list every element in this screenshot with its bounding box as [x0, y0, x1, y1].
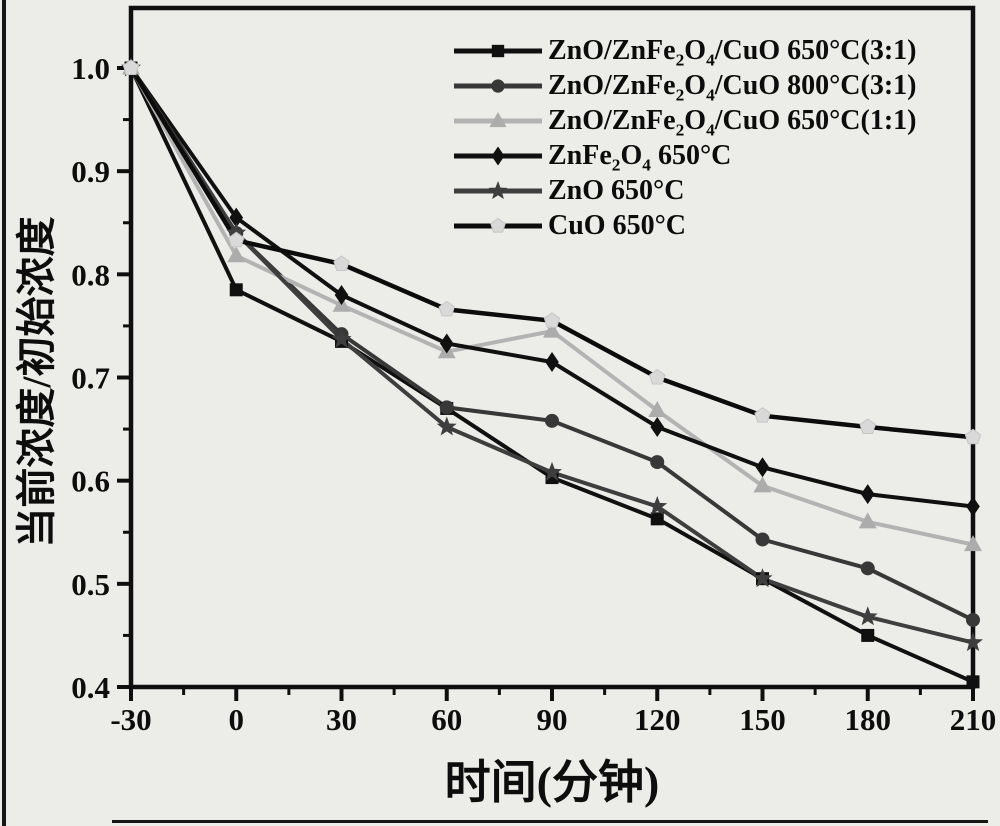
legend-label: ZnFe2O4 650°C — [548, 140, 732, 175]
marker-circle — [491, 79, 505, 93]
x-tick-label: 90 — [537, 702, 568, 737]
marker-triangle — [543, 321, 561, 338]
marker-diamond — [439, 333, 454, 354]
y-tick-label: 0.6 — [71, 464, 110, 499]
x-tick-label: 30 — [326, 702, 357, 737]
y-tick-label: 1.0 — [71, 51, 110, 86]
marker-diamond — [229, 207, 244, 228]
marker-pentagon — [490, 217, 506, 233]
marker-square — [966, 675, 980, 689]
marker-pentagon — [333, 255, 350, 271]
marker-circle — [650, 455, 665, 470]
series-markers — [121, 57, 983, 689]
legend-label: CuO 650°C — [548, 210, 686, 241]
marker-star — [488, 181, 508, 200]
marker-diamond — [755, 457, 770, 478]
marker-diamond — [334, 284, 349, 305]
chart-legend: ZnO/ZnFe2O4/CuO 650°C(3:1) ZnO/ZnFe2O4/Cu… — [452, 35, 917, 246]
axis-ticks — [117, 66, 975, 701]
y-tick-label: 0.7 — [71, 361, 110, 396]
marker-triangle — [227, 246, 246, 263]
marker-star — [436, 416, 457, 436]
marker-diamond — [650, 417, 665, 438]
marker-triangle — [858, 512, 877, 529]
marker-circle — [439, 400, 454, 415]
marker-star — [647, 496, 668, 515]
y-tick-label: 0.8 — [71, 257, 110, 292]
marker-diamond — [966, 496, 980, 517]
x-tick-label: -30 — [110, 702, 151, 737]
marker-diamond — [545, 352, 559, 373]
marker-pentagon — [964, 428, 982, 445]
x-tick-label: 180 — [845, 702, 892, 737]
legend-item-3: ZnFe2O4 650°C — [452, 140, 917, 175]
marker-triangle — [964, 535, 982, 552]
marker-square — [861, 628, 875, 642]
marker-square — [229, 283, 243, 297]
y-tick-label: 0.4 — [71, 670, 110, 705]
legend-sample-star — [454, 181, 542, 200]
marker-pentagon — [649, 368, 666, 385]
marker-star — [752, 568, 773, 588]
marker-pentagon — [228, 231, 245, 248]
x-tick-label: 150 — [739, 702, 786, 737]
marker-star — [963, 632, 983, 652]
marker-pentagon — [859, 418, 876, 434]
marker-star — [542, 461, 562, 481]
legend-sample-square — [454, 44, 542, 58]
scan-border-bottom — [112, 820, 988, 823]
legend-label: ZnO/ZnFe2O4/CuO 650°C(3:1) — [548, 35, 917, 70]
y-tick-label: 0.5 — [71, 567, 110, 602]
marker-diamond — [491, 146, 505, 166]
x-tick-label: 210 — [950, 702, 997, 737]
x-tick-label: 120 — [634, 702, 681, 737]
marker-square — [491, 44, 505, 58]
x-tick-label: 60 — [431, 702, 462, 737]
legend-item-1: ZnO/ZnFe2O4/CuO 800°C(3:1) — [452, 70, 917, 105]
legend-sample-pentagon — [454, 217, 542, 233]
marker-pentagon — [543, 312, 561, 328]
x-axis-title: 时间(分钟) — [445, 757, 660, 808]
x-tick-label: 0 — [229, 702, 245, 737]
y-axis-title: 当前浓度/初始浓度 — [14, 216, 59, 547]
legend-label: ZnO 650°C — [548, 175, 685, 206]
marker-diamond — [860, 484, 875, 505]
marker-triangle — [489, 111, 507, 128]
axis-tick-labels: -30 0 30 60 90 120 150 180 210 0.4 0.5 0.6 0.7 0.8 0.9… — [71, 51, 996, 737]
marker-square — [650, 512, 664, 526]
marker-circle — [860, 561, 875, 576]
marker-pentagon — [122, 59, 140, 75]
marker-triangle — [648, 401, 667, 418]
marker-circle — [755, 532, 770, 547]
legend-sample-triangle — [454, 111, 542, 128]
legend-item-5: CuO 650°C — [452, 210, 917, 241]
legend-label: ZnO/ZnFe2O4/CuO 650°C(1:1) — [548, 105, 917, 140]
legend-label: ZnO/ZnFe2O4/CuO 800°C(3:1) — [548, 70, 917, 105]
marker-circle — [545, 413, 559, 428]
scan-border-left — [2, 0, 6, 826]
legend-item-0: ZnO/ZnFe2O4/CuO 650°C(3:1) — [452, 35, 917, 70]
legend-sample-circle — [454, 79, 542, 93]
marker-circle — [966, 612, 980, 627]
legend-sample-diamond — [454, 146, 542, 166]
marker-pentagon — [438, 300, 455, 317]
marker-pentagon — [754, 407, 771, 423]
legend-item-4: ZnO 650°C — [452, 175, 917, 206]
marker-star — [857, 606, 878, 626]
legend-item-2: ZnO/ZnFe2O4/CuO 650°C(1:1) — [452, 105, 917, 140]
marker-star — [331, 328, 352, 348]
marker-triangle — [753, 476, 772, 493]
y-tick-label: 0.9 — [71, 154, 110, 189]
